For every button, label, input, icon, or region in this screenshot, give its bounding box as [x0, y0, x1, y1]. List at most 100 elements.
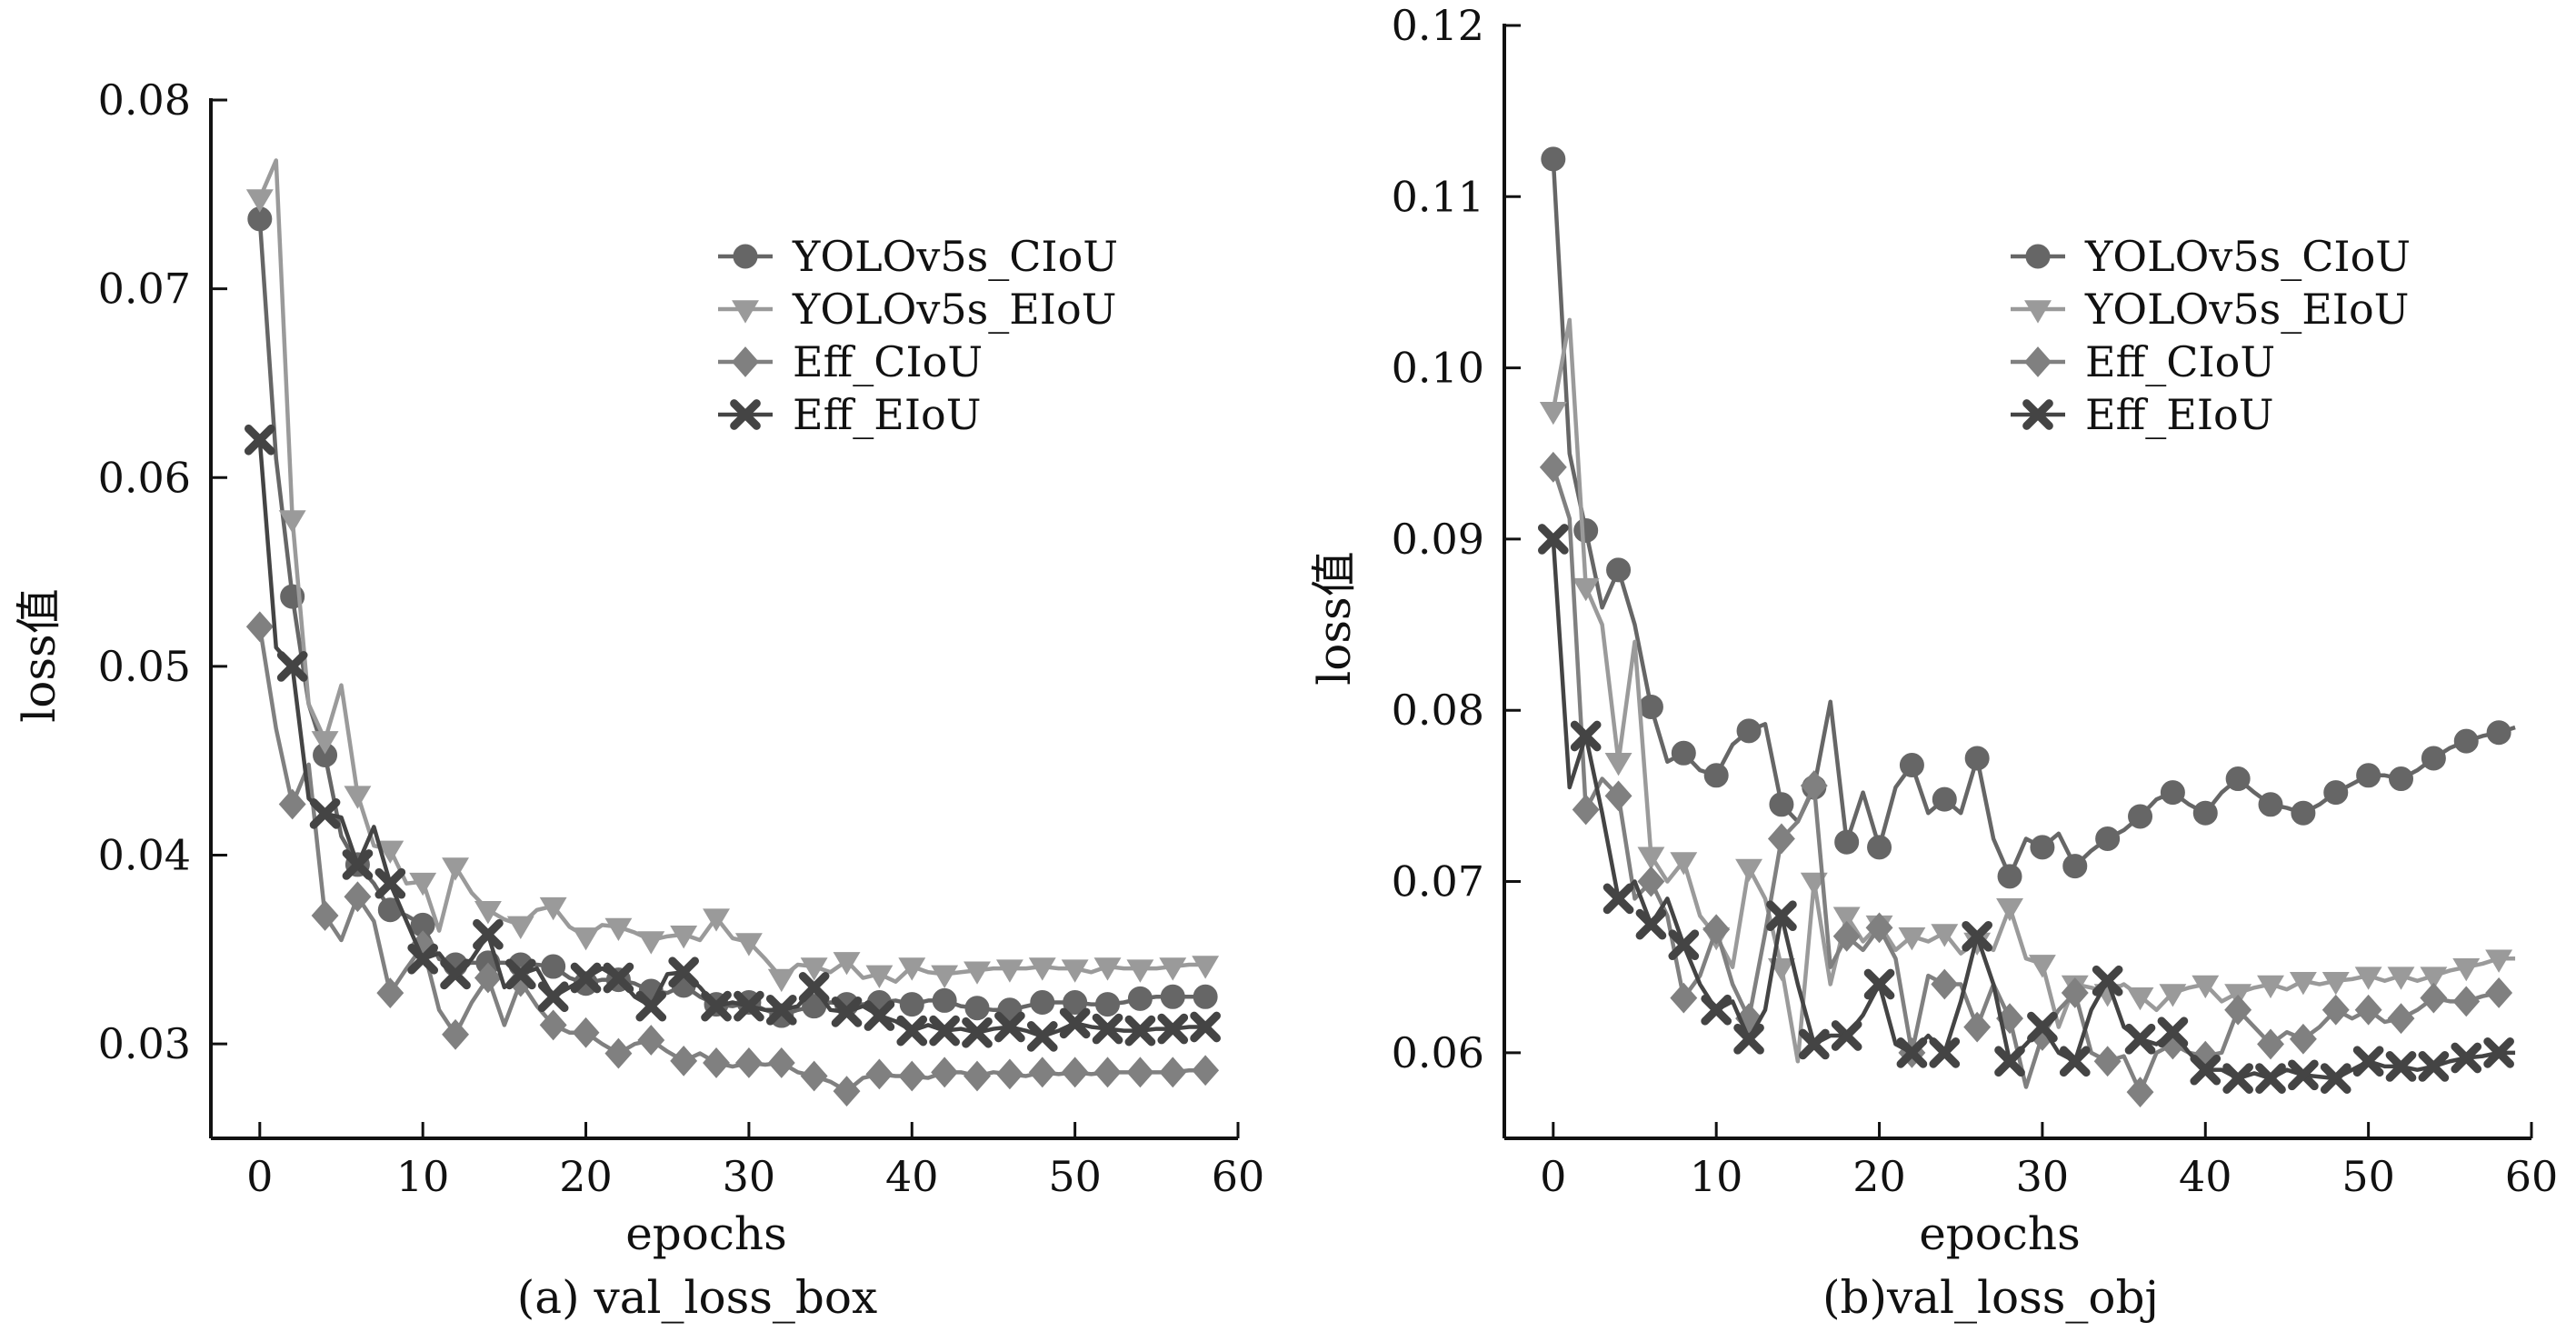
- legend-item: Eff_EIoU: [2011, 390, 2273, 439]
- data-point: [1670, 852, 1698, 876]
- data-point: [1159, 1057, 1187, 1088]
- data-point: [276, 651, 308, 682]
- data-point: [539, 1009, 567, 1041]
- data-point: [1703, 763, 1729, 788]
- panel-b: 0 10 20 30 40 50 60 0.06 0.07 0.08 0.09 0.10 0.11 0.1…: [1308, 1, 2558, 1324]
- data-point: [1701, 994, 1732, 1026]
- data-point: [2321, 972, 2350, 996]
- data-point: [2421, 746, 2446, 771]
- data-point: [2257, 1028, 2284, 1060]
- data-point: [376, 840, 404, 864]
- x-tick-label: 40: [885, 1152, 939, 1201]
- data-point: [1996, 898, 2023, 922]
- data-point: [2192, 975, 2220, 999]
- data-point: [1603, 883, 1634, 915]
- data-point: [1637, 866, 1665, 897]
- data-point: [1541, 146, 1566, 172]
- series-Eff_CIoU: [1539, 451, 2513, 1108]
- series-YOLOv5s_CIoU: [1541, 146, 2516, 889]
- data-point: [2126, 986, 2154, 1011]
- data-point: [964, 996, 990, 1021]
- data-point: [1733, 1023, 1764, 1055]
- legend-label: YOLOv5s_EIoU: [792, 285, 1116, 334]
- data-point: [2483, 1037, 2514, 1068]
- data-point: [1606, 557, 1632, 583]
- data-point: [2354, 994, 2382, 1026]
- data-point: [1832, 906, 1861, 930]
- data-point: [2452, 986, 2481, 1017]
- data-point: [1766, 900, 1797, 932]
- data-point: [964, 1060, 991, 1092]
- data-point: [864, 1000, 895, 1031]
- data-point: [376, 977, 404, 1009]
- data-point: [2157, 1017, 2189, 1048]
- data-point: [1157, 1013, 1189, 1045]
- data-point: [2028, 955, 2056, 978]
- legend-marker: [733, 244, 758, 269]
- data-point: [962, 1017, 993, 1048]
- legend-label: YOLOv5s_EIoU: [2084, 285, 2409, 334]
- data-point: [637, 1025, 665, 1056]
- data-point: [1026, 1021, 1058, 1052]
- y-tick-label: 0.09: [1392, 515, 1484, 564]
- data-point: [604, 1037, 633, 1069]
- x-axis-title: epochs: [625, 1207, 787, 1260]
- legend-label: YOLOv5s_CIoU: [2084, 232, 2411, 281]
- data-point: [572, 927, 600, 951]
- data-point: [2289, 1023, 2317, 1055]
- data-point: [1539, 401, 1567, 426]
- legend-item: Eff_CIoU: [2011, 337, 2275, 386]
- data-point: [2485, 977, 2513, 1008]
- data-point: [1604, 780, 1632, 812]
- data-point: [504, 958, 536, 990]
- data-point: [2160, 780, 2185, 806]
- data-point: [1932, 786, 1957, 812]
- data-point: [995, 959, 1023, 983]
- data-point: [670, 926, 698, 949]
- series-Eff_CIoU: [245, 611, 1220, 1107]
- data-point: [473, 918, 504, 950]
- series-line: [257, 626, 1206, 1094]
- data-point: [2061, 977, 2089, 1008]
- legend-marker: [2022, 399, 2053, 430]
- data-point: [1193, 984, 1218, 1009]
- data-point: [1159, 957, 1187, 981]
- data-point: [2320, 1063, 2351, 1094]
- data-point: [1093, 957, 1122, 981]
- data-point: [2387, 966, 2415, 990]
- data-point: [311, 900, 339, 931]
- data-point: [374, 867, 406, 899]
- data-point: [2093, 1046, 2122, 1077]
- data-point: [2323, 780, 2349, 806]
- y-tick-label: 0.08: [1392, 686, 1484, 735]
- x-tick-label: 0: [246, 1152, 273, 1201]
- data-point: [899, 992, 924, 1017]
- data-point: [2124, 1023, 2156, 1055]
- data-point: [1570, 720, 1602, 752]
- data-point: [2486, 720, 2511, 746]
- y-tick-label: 0.07: [1392, 857, 1484, 906]
- data-point: [2222, 1063, 2253, 1094]
- x-axis-title: epochs: [1919, 1207, 2081, 1260]
- data-point: [2289, 972, 2317, 996]
- data-point: [539, 896, 567, 921]
- panel-a: 0 10 20 30 40 50 60 0.03 0.04 0.05 0.06 0.07 0.08 epo…: [13, 75, 1264, 1324]
- data-point: [833, 1076, 861, 1107]
- data-point: [309, 798, 341, 829]
- series-line: [257, 158, 1206, 984]
- data-point: [931, 1057, 959, 1088]
- data-point: [278, 788, 306, 820]
- y-tick-label: 0.06: [1392, 1028, 1484, 1077]
- data-point: [1126, 959, 1154, 983]
- data-point: [2453, 728, 2479, 754]
- data-point: [2356, 763, 2381, 788]
- legend-label: Eff_EIoU: [2085, 390, 2273, 439]
- data-point: [2485, 949, 2513, 973]
- data-point: [734, 933, 763, 956]
- legend-label: YOLOv5s_CIoU: [792, 232, 1118, 281]
- data-point: [767, 1047, 795, 1078]
- data-point: [2352, 1046, 2384, 1077]
- data-point: [1573, 518, 1599, 544]
- data-point: [2389, 766, 2414, 792]
